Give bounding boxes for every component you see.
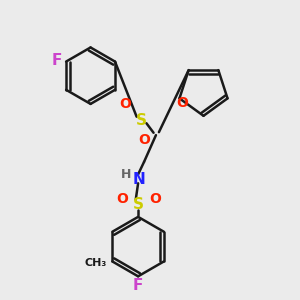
Text: F: F [52, 52, 62, 68]
Text: O: O [119, 97, 131, 111]
Text: O: O [138, 133, 150, 147]
Text: CH₃: CH₃ [85, 258, 107, 268]
Text: S: S [136, 113, 147, 128]
Text: H: H [120, 168, 131, 181]
Text: S: S [133, 197, 144, 212]
Text: N: N [132, 172, 145, 187]
Text: O: O [176, 96, 188, 110]
Text: O: O [149, 192, 161, 206]
Text: F: F [133, 278, 143, 293]
Text: O: O [117, 192, 129, 206]
